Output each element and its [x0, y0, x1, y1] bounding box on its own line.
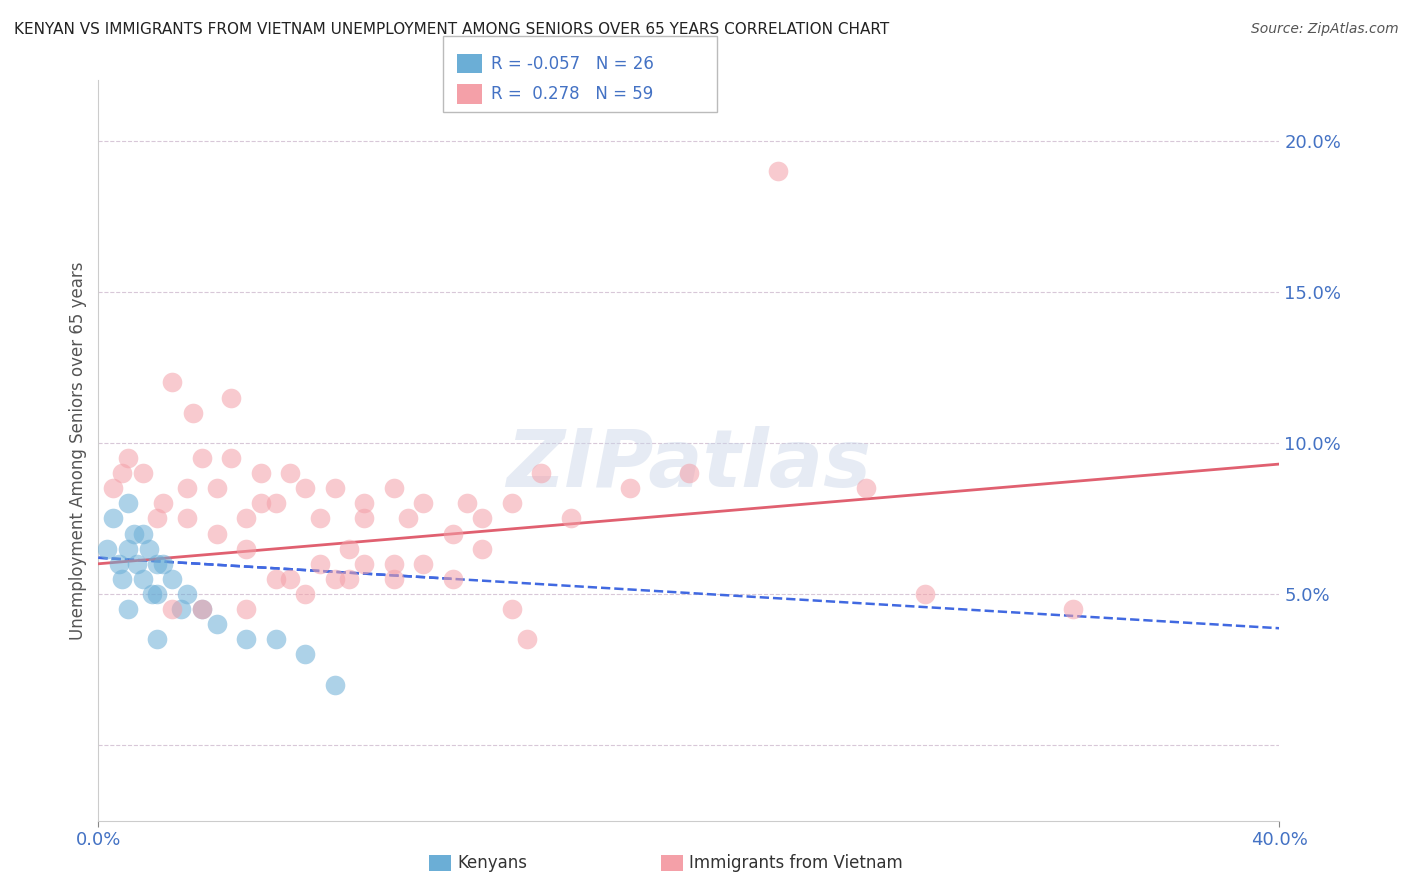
- Point: [205, 617, 228, 632]
- Point: [294, 648, 316, 662]
- Point: [221, 450, 243, 465]
- Point: [221, 391, 243, 405]
- Point: [162, 602, 183, 616]
- Point: [146, 557, 169, 571]
- Point: [471, 541, 494, 556]
- Point: [516, 632, 538, 647]
- Point: [181, 406, 204, 420]
- Point: [191, 450, 214, 465]
- Point: [117, 541, 139, 556]
- Point: [111, 572, 134, 586]
- Point: [132, 572, 155, 586]
- Point: [141, 587, 163, 601]
- Point: [176, 481, 198, 495]
- Point: [855, 481, 877, 495]
- Point: [353, 557, 375, 571]
- Point: [619, 481, 641, 495]
- Point: [353, 511, 375, 525]
- Point: [235, 511, 257, 525]
- Text: Kenyans: Kenyans: [457, 854, 527, 871]
- Point: [309, 511, 332, 525]
- Point: [152, 557, 174, 571]
- Point: [125, 557, 148, 571]
- Point: [412, 557, 434, 571]
- Point: [309, 557, 332, 571]
- Point: [441, 526, 464, 541]
- Point: [501, 602, 523, 616]
- Point: [132, 526, 155, 541]
- Point: [146, 587, 169, 601]
- Point: [441, 572, 464, 586]
- Text: R = -0.057   N = 26: R = -0.057 N = 26: [491, 54, 654, 72]
- Point: [170, 602, 193, 616]
- Point: [191, 602, 214, 616]
- Point: [103, 481, 125, 495]
- Point: [323, 481, 346, 495]
- Point: [766, 164, 789, 178]
- Point: [250, 496, 273, 510]
- Point: [1062, 602, 1084, 616]
- Point: [205, 481, 228, 495]
- Point: [176, 587, 198, 601]
- Point: [111, 466, 134, 480]
- Point: [398, 511, 420, 525]
- Point: [264, 496, 287, 510]
- Point: [117, 496, 139, 510]
- Point: [96, 541, 118, 556]
- Point: [235, 602, 257, 616]
- Point: [235, 541, 257, 556]
- Point: [122, 526, 145, 541]
- Point: [108, 557, 131, 571]
- Point: [117, 450, 139, 465]
- Point: [678, 466, 700, 480]
- Point: [353, 496, 375, 510]
- Point: [117, 602, 139, 616]
- Point: [323, 572, 346, 586]
- Point: [235, 632, 257, 647]
- Point: [323, 678, 346, 692]
- Point: [162, 376, 183, 390]
- Point: [205, 526, 228, 541]
- Point: [501, 496, 523, 510]
- Point: [138, 541, 160, 556]
- Point: [294, 587, 316, 601]
- Point: [280, 572, 302, 586]
- Text: Source: ZipAtlas.com: Source: ZipAtlas.com: [1251, 22, 1399, 37]
- Point: [471, 511, 494, 525]
- Point: [412, 496, 434, 510]
- Point: [914, 587, 936, 601]
- Text: Immigrants from Vietnam: Immigrants from Vietnam: [689, 854, 903, 871]
- Point: [103, 511, 125, 525]
- Point: [382, 481, 405, 495]
- Point: [264, 572, 287, 586]
- Point: [191, 602, 214, 616]
- Point: [339, 541, 361, 556]
- Point: [132, 466, 155, 480]
- Y-axis label: Unemployment Among Seniors over 65 years: Unemployment Among Seniors over 65 years: [69, 261, 87, 640]
- Point: [152, 496, 174, 510]
- Point: [146, 632, 169, 647]
- Point: [294, 481, 316, 495]
- Point: [162, 572, 183, 586]
- Point: [280, 466, 302, 480]
- Point: [530, 466, 553, 480]
- Text: KENYAN VS IMMIGRANTS FROM VIETNAM UNEMPLOYMENT AMONG SENIORS OVER 65 YEARS CORRE: KENYAN VS IMMIGRANTS FROM VIETNAM UNEMPL…: [14, 22, 890, 37]
- Point: [457, 496, 479, 510]
- Text: R =  0.278   N = 59: R = 0.278 N = 59: [491, 85, 652, 103]
- Point: [146, 511, 169, 525]
- Point: [339, 572, 361, 586]
- Point: [250, 466, 273, 480]
- Point: [264, 632, 287, 647]
- Point: [176, 511, 198, 525]
- Text: ZIPatlas: ZIPatlas: [506, 426, 872, 504]
- Point: [382, 557, 405, 571]
- Point: [382, 572, 405, 586]
- Point: [560, 511, 582, 525]
